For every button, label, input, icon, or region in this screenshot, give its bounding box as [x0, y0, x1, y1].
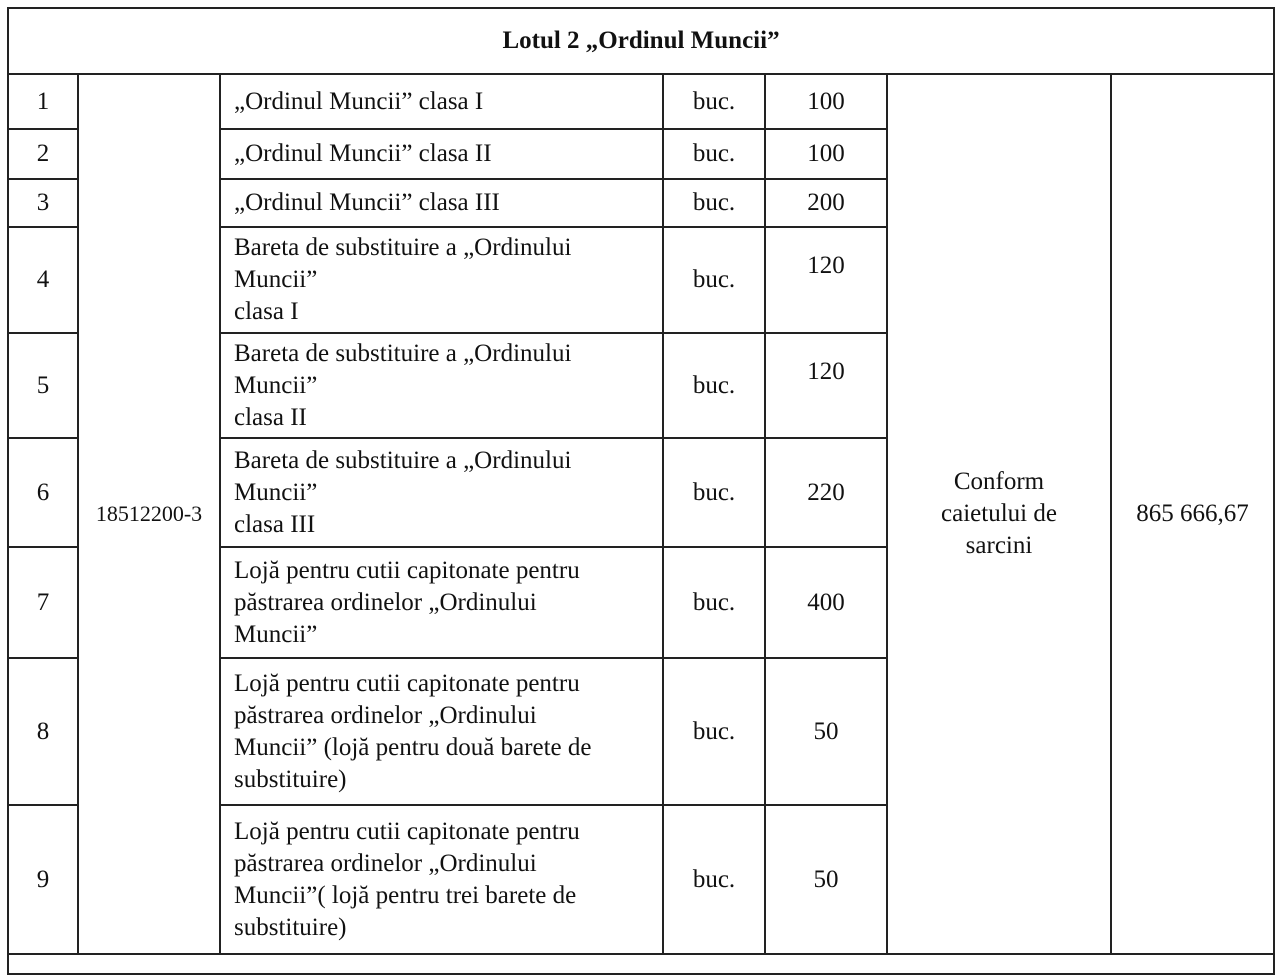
item-quantity: 120: [764, 332, 888, 439]
next-row-partial: [6, 953, 1276, 975]
item-quantity: 50: [764, 657, 888, 806]
item-quantity: 200: [764, 178, 888, 228]
item-unit: buc.: [662, 437, 766, 548]
table-row: 8 Lojă pentru cutii capitonate pentru păs…: [7, 657, 1274, 806]
table-row: 7 Lojă pentru cutii capitonate pentru păs…: [7, 546, 1274, 659]
lot-table: Lotul 2 „Ordinul Muncii” 1 18512200-3 „Ord…: [6, 7, 1276, 975]
item-description: Bareta de substituire a „Ordinului Munci…: [219, 226, 664, 334]
item-quantity: 220: [764, 437, 888, 548]
specification: Conform caietului de sarcini: [886, 73, 1112, 955]
row-number: 3: [7, 178, 79, 228]
table-row: 5 Bareta de substituire a „Ordinului Munc…: [7, 332, 1274, 439]
item-unit: buc.: [662, 657, 766, 806]
table-row: 4 Bareta de substituire a „Ordinului Munc…: [7, 226, 1274, 334]
row-number: 6: [7, 437, 79, 548]
item-description: Lojă pentru cutii capitonate pentru păst…: [219, 546, 664, 659]
row-number: 1: [7, 73, 79, 130]
item-unit: buc.: [662, 804, 766, 955]
item-unit: buc.: [662, 178, 766, 228]
row-number: 8: [7, 657, 79, 806]
row-number: 4: [7, 226, 79, 334]
item-description: Bareta de substituire a „Ordinului Munci…: [219, 332, 664, 439]
item-quantity: 50: [764, 804, 888, 955]
row-number: 2: [7, 128, 79, 180]
item-description: „Ordinul Muncii” clasa II: [219, 128, 664, 180]
item-quantity: 120: [764, 226, 888, 334]
table-row: 6 Bareta de substituire a „Ordinului Munc…: [7, 437, 1274, 548]
item-description: Lojă pentru cutii capitonate pentru păst…: [219, 657, 664, 806]
row-number: 7: [7, 546, 79, 659]
lot-title: Lotul 2 „Ordinul Muncii”: [6, 7, 1276, 75]
item-unit: buc.: [662, 128, 766, 180]
item-quantity: 100: [764, 73, 888, 130]
table-row: 2 „Ordinul Muncii” clasa II buc. 100: [7, 128, 1274, 180]
total-value: 865 666,67: [1109, 73, 1276, 955]
item-description: „Ordinul Muncii” clasa I: [219, 73, 664, 130]
item-unit: buc.: [662, 332, 766, 439]
row-number: 5: [7, 332, 79, 439]
item-unit: buc.: [662, 546, 766, 659]
row-number: 9: [7, 804, 79, 955]
table-row: 9 Lojă pentru cutii capitonate pentru păs…: [7, 804, 1274, 955]
table-row: 3 „Ordinul Muncii” clasa III buc. 200: [7, 178, 1274, 228]
item-unit: buc.: [662, 226, 766, 334]
item-description: Bareta de substituire a „Ordinului Munci…: [219, 437, 664, 548]
item-quantity: 400: [764, 546, 888, 659]
item-description: „Ordinul Muncii” clasa III: [219, 178, 664, 228]
cpv-code: 18512200-3: [77, 73, 221, 955]
item-unit: buc.: [662, 73, 766, 130]
item-description: Lojă pentru cutii capitonate pentru păst…: [219, 804, 664, 955]
item-quantity: 100: [764, 128, 888, 180]
